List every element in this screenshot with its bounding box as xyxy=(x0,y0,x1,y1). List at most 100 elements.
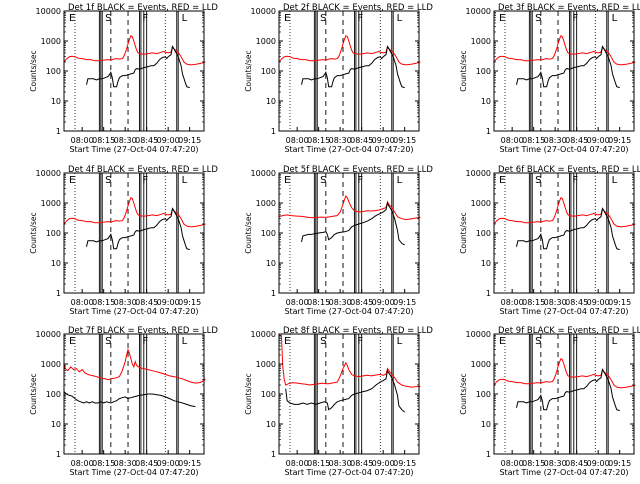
plot-frame xyxy=(63,10,205,132)
annotation-label: E xyxy=(284,13,290,24)
annotation-label: S xyxy=(535,336,541,347)
y-tick-label: 10 xyxy=(481,420,491,429)
y-tick-label: 10 xyxy=(266,420,276,429)
y-axis-label: Counts/sec xyxy=(244,373,253,414)
x-axis-label: Start Time (27-Oct-04 07:47:20) xyxy=(69,307,198,316)
annotation-label: S xyxy=(105,336,111,347)
annotation-label: L xyxy=(182,13,188,24)
x-tick-label: 08:30 xyxy=(329,459,352,468)
x-tick-label: 08:30 xyxy=(329,136,352,145)
x-tick-label: 08:30 xyxy=(329,298,352,307)
y-axis-label: Counts/sec xyxy=(29,373,38,414)
plot-frame xyxy=(493,10,635,132)
y-tick-label: 100 xyxy=(261,390,276,399)
x-tick-label: 09:15 xyxy=(608,298,631,307)
y-tick-label: 10 xyxy=(481,97,491,106)
y-tick-label: 1000 xyxy=(471,199,491,208)
y-tick-label: 1 xyxy=(271,289,276,298)
plot-frame xyxy=(63,333,205,455)
annotation-label: E xyxy=(499,175,505,186)
annotation-label: E xyxy=(69,336,75,347)
x-tick-label: 09:15 xyxy=(608,136,631,145)
x-tick-label: 09:15 xyxy=(178,459,201,468)
series-events xyxy=(516,368,620,412)
y-tick-label: 100 xyxy=(476,67,491,76)
y-tick-label: 100 xyxy=(261,229,276,238)
annotation-label: F xyxy=(142,336,148,347)
annotation-label: S xyxy=(105,175,111,186)
series-lld xyxy=(278,195,421,221)
annotation-label: F xyxy=(142,13,148,24)
series-lld xyxy=(63,34,206,66)
x-axis-label: Start Time (27-Oct-04 07:47:20) xyxy=(499,145,628,154)
y-axis-label: Counts/sec xyxy=(459,373,468,414)
plot-frame xyxy=(278,333,420,455)
x-axis-label: Start Time (27-Oct-04 07:47:20) xyxy=(284,145,413,154)
annotation-label: L xyxy=(182,175,188,186)
x-tick-label: 08:00 xyxy=(71,298,94,307)
x-tick-label: 09:00 xyxy=(372,298,395,307)
y-tick-label: 10 xyxy=(51,97,61,106)
y-tick-label: 100 xyxy=(261,67,276,76)
y-tick-label: 1 xyxy=(486,289,491,298)
x-tick-label: 09:15 xyxy=(608,459,631,468)
annotation-label: S xyxy=(535,175,541,186)
x-tick-label: 09:15 xyxy=(393,459,416,468)
x-tick-label: 08:15 xyxy=(522,298,545,307)
y-tick-label: 1000 xyxy=(256,360,276,369)
annotation-label: E xyxy=(69,175,75,186)
x-axis-label: Start Time (27-Oct-04 07:47:20) xyxy=(284,307,413,316)
annotation-label: L xyxy=(182,336,188,347)
x-axis-label: Start Time (27-Oct-04 07:47:20) xyxy=(69,468,198,477)
annotation-label: E xyxy=(499,336,505,347)
y-tick-label: 10000 xyxy=(36,169,61,178)
x-tick-label: 09:15 xyxy=(393,298,416,307)
y-tick-label: 1 xyxy=(56,127,61,136)
panel-title: Det 9f BLACK = Events, RED = LLD xyxy=(498,326,640,336)
y-tick-label: 1000 xyxy=(256,37,276,46)
x-tick-label: 08:45 xyxy=(565,298,588,307)
x-tick-label: 08:30 xyxy=(114,459,137,468)
x-tick-label: 08:45 xyxy=(565,136,588,145)
y-tick-label: 1000 xyxy=(41,199,61,208)
annotation-label: F xyxy=(572,336,578,347)
panel-title: Det 5f BLACK = Events, RED = LLD xyxy=(283,165,433,175)
x-tick-label: 08:30 xyxy=(114,298,137,307)
y-tick-label: 1000 xyxy=(256,199,276,208)
annotation-label: L xyxy=(397,175,403,186)
series-lld xyxy=(493,34,636,66)
y-axis-label: Counts/sec xyxy=(244,50,253,91)
y-tick-label: 10000 xyxy=(466,7,491,16)
y-tick-label: 10000 xyxy=(36,330,61,339)
series-events xyxy=(86,207,190,251)
series-lld xyxy=(278,34,421,66)
x-tick-label: 09:15 xyxy=(178,136,201,145)
x-tick-label: 09:15 xyxy=(178,298,201,307)
y-tick-label: 10000 xyxy=(36,7,61,16)
annotation-label: L xyxy=(612,336,618,347)
x-tick-label: 08:30 xyxy=(114,136,137,145)
panel-title: Det 3f BLACK = Events, RED = LLD xyxy=(498,3,640,13)
x-tick-label: 09:15 xyxy=(393,136,416,145)
x-tick-label: 08:45 xyxy=(565,459,588,468)
y-tick-label: 1000 xyxy=(41,360,61,369)
y-tick-label: 10000 xyxy=(251,330,276,339)
series-lld xyxy=(493,357,636,389)
plot-frame xyxy=(493,333,635,455)
y-tick-label: 10 xyxy=(51,420,61,429)
x-tick-label: 08:15 xyxy=(307,136,330,145)
x-tick-label: 08:00 xyxy=(286,136,309,145)
annotation-label: F xyxy=(142,175,148,186)
x-tick-label: 08:00 xyxy=(71,459,94,468)
annotation-label: F xyxy=(572,175,578,186)
y-tick-label: 10000 xyxy=(466,330,491,339)
y-tick-label: 1 xyxy=(271,127,276,136)
x-tick-label: 09:00 xyxy=(372,459,395,468)
